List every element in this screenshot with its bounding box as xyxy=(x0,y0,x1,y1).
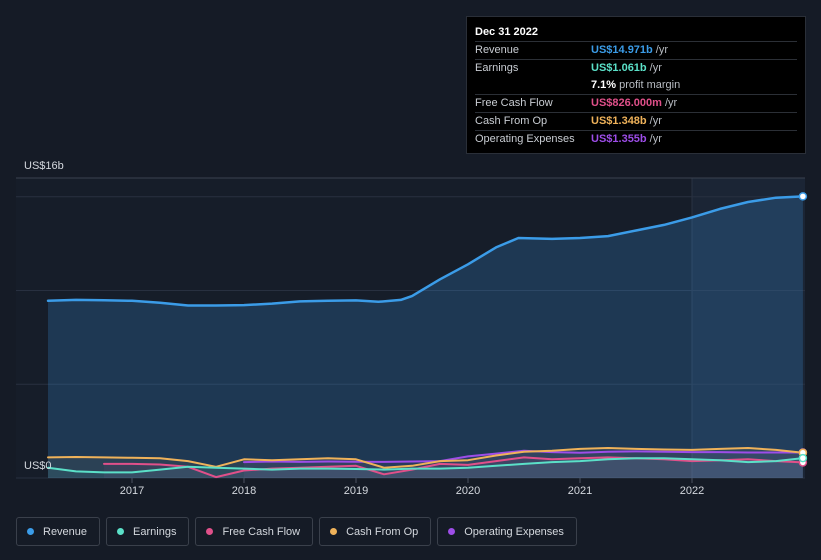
tooltip-row-value: US$826.000m xyxy=(591,97,662,109)
legend-label: Earnings xyxy=(133,525,177,538)
legend-dot-icon xyxy=(206,528,214,535)
tooltip-row-label: Revenue xyxy=(475,44,520,56)
series-endpoint-revenue xyxy=(798,192,808,201)
legend: Revenue Earnings Free Cash Flow Cash From O… xyxy=(16,517,577,546)
x-tick-label: 2019 xyxy=(344,485,368,497)
tooltip-row-label: Operating Expenses xyxy=(475,133,575,145)
legend-dot-icon xyxy=(117,528,125,535)
tooltip-row-value: US$1.061b xyxy=(591,62,647,74)
x-tick-label: 2021 xyxy=(568,485,592,497)
legend-label: Cash From Op xyxy=(346,525,419,538)
y-axis-bottom-label: US$0 xyxy=(24,460,52,472)
legend-item-free-cash-flow[interactable]: Free Cash Flow xyxy=(195,517,314,546)
plot-background xyxy=(16,178,805,478)
legend-item-earnings[interactable]: Earnings xyxy=(106,517,190,546)
legend-label: Revenue xyxy=(43,525,88,538)
tooltip-row: 7.1% profit margin xyxy=(475,77,797,94)
legend-dot-icon xyxy=(27,528,34,535)
tooltip-row-value: US$1.355b xyxy=(591,133,647,145)
series-line-cash-from-op xyxy=(47,447,804,469)
tooltip: Dec 31 2022 Revenue US$14.971b/yr Earnings… xyxy=(466,16,806,154)
series-line-earnings xyxy=(47,457,804,474)
legend-dot-icon xyxy=(330,528,338,535)
series-line-revenue xyxy=(46,195,805,307)
tooltip-row-label: Cash From Op xyxy=(475,115,548,127)
tooltip-row: Free Cash Flow US$826.000m/yr xyxy=(475,94,797,112)
tooltip-date: Dec 31 2022 xyxy=(475,26,538,38)
legend-item-cash-from-op[interactable]: Cash From Op xyxy=(319,517,432,546)
tooltip-row-unit: /yr xyxy=(649,62,662,74)
series-endpoint-earnings xyxy=(798,453,808,463)
tooltip-row-unit: /yr xyxy=(664,97,678,109)
legend-item-revenue[interactable]: Revenue xyxy=(16,517,101,546)
tooltip-row: Earnings US$1.061b/yr xyxy=(475,59,797,77)
tooltip-row-value: US$1.348b xyxy=(591,115,647,127)
tooltip-row-value: 7.1% xyxy=(591,79,617,91)
tooltip-row: Cash From Op US$1.348b/yr xyxy=(475,112,797,130)
x-tick-label: 2018 xyxy=(232,485,256,497)
tooltip-row-value: US$14.971b xyxy=(591,44,653,56)
tooltip-row-unit: /yr xyxy=(649,133,662,145)
tooltip-row-unit: profit margin xyxy=(619,79,681,91)
forecast-highlight-region xyxy=(692,178,805,478)
y-axis-top-label: US$16b xyxy=(24,160,64,172)
tooltip-row: Operating Expenses US$1.355b/yr xyxy=(475,130,797,148)
tooltip-row-label: Earnings xyxy=(475,62,519,74)
series-area-cash-from-op xyxy=(48,448,803,478)
x-tick-label: 2022 xyxy=(680,485,704,497)
tooltip-row-unit: /yr xyxy=(649,115,662,127)
tooltip-row-label xyxy=(475,77,591,94)
tooltip-row-unit: /yr xyxy=(655,44,668,56)
series-line-free-cash-flow xyxy=(103,456,804,479)
legend-label: Free Cash Flow xyxy=(222,525,301,538)
series-area-revenue xyxy=(48,196,803,478)
legend-dot-icon xyxy=(448,528,456,535)
x-tick-label: 2020 xyxy=(456,485,480,497)
x-tick-label: 2017 xyxy=(120,485,144,497)
legend-label: Operating Expenses xyxy=(464,525,564,538)
legend-item-operating-expenses[interactable]: Operating Expenses xyxy=(437,517,577,546)
tooltip-row-label: Free Cash Flow xyxy=(475,97,553,109)
tooltip-row: Revenue US$14.971b/yr xyxy=(475,41,797,59)
